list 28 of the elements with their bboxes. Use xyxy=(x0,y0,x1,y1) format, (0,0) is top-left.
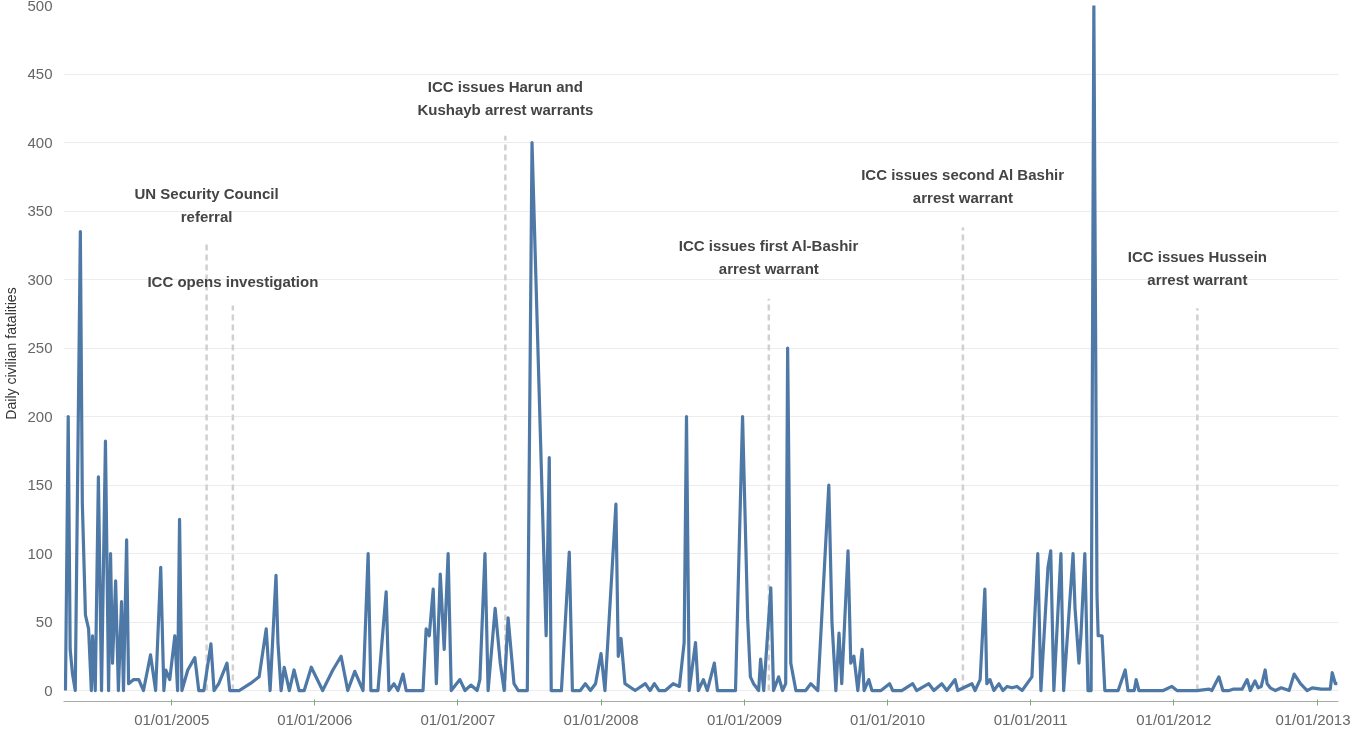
x-tick-label: 01/01/2011 xyxy=(993,710,1068,728)
y-tick-label: 500 xyxy=(27,0,53,14)
x-tick-label: 01/01/2009 xyxy=(706,710,783,728)
y-tick-label: 250 xyxy=(27,339,53,357)
y-tick-label: 100 xyxy=(27,544,53,562)
x-tick-label: 01/01/2013 xyxy=(1275,710,1351,728)
ref-line-label: ICC issues second Al Bashir arrest warrant xyxy=(861,165,1065,206)
x-tick-label: 01/01/2012 xyxy=(1136,710,1212,728)
y-tick-label: 300 xyxy=(27,270,53,288)
y-tick-label: 0 xyxy=(44,681,53,699)
ref-line-label: ICC issues Hussein arrest warrant xyxy=(1127,247,1267,288)
x-tick-label: 01/01/2005 xyxy=(134,710,210,728)
y-tick-label: 350 xyxy=(27,202,53,220)
line-series xyxy=(63,5,1339,693)
y-tick-label: 200 xyxy=(27,407,53,425)
ref-line-label: ICC opens investigation xyxy=(147,273,319,291)
ref-line-label: UN Security Council referral xyxy=(134,184,279,225)
y-tick-label: 400 xyxy=(27,133,53,151)
y-tick-label: 150 xyxy=(27,476,53,494)
y-axis-title: Daily civilian fatalities xyxy=(3,287,20,420)
x-tick-label: 01/01/2007 xyxy=(420,710,496,728)
x-tick-label: 01/01/2006 xyxy=(277,710,353,728)
y-tick-label: 50 xyxy=(35,613,53,631)
ref-line-label: ICC issues Harun and Kushayb arrest warrants xyxy=(417,77,594,118)
y-tick-label: 450 xyxy=(27,65,53,82)
ref-line-label: ICC issues first Al-Bashir arrest warrant xyxy=(678,236,859,277)
x-tick-label: 01/01/2008 xyxy=(563,710,639,728)
x-tick-label: 01/01/2010 xyxy=(850,710,926,728)
